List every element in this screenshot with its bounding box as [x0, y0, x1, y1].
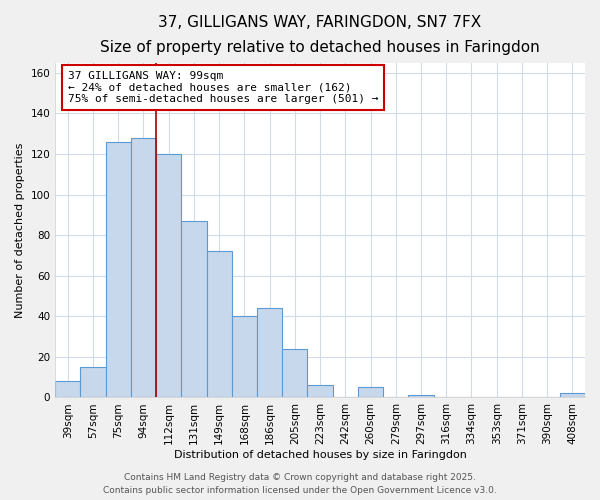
Bar — [106, 142, 131, 398]
Bar — [409, 396, 434, 398]
Y-axis label: Number of detached properties: Number of detached properties — [15, 142, 25, 318]
Bar — [206, 252, 232, 398]
Bar — [80, 367, 106, 398]
Title: 37, GILLIGANS WAY, FARINGDON, SN7 7FX
Size of property relative to detached hous: 37, GILLIGANS WAY, FARINGDON, SN7 7FX Si… — [100, 15, 540, 54]
Bar — [307, 386, 332, 398]
Text: 37 GILLIGANS WAY: 99sqm
← 24% of detached houses are smaller (162)
75% of semi-d: 37 GILLIGANS WAY: 99sqm ← 24% of detache… — [68, 71, 378, 104]
Bar — [358, 388, 383, 398]
Bar — [131, 138, 156, 398]
Bar — [560, 394, 585, 398]
Bar — [55, 381, 80, 398]
Bar — [232, 316, 257, 398]
X-axis label: Distribution of detached houses by size in Faringdon: Distribution of detached houses by size … — [173, 450, 467, 460]
Bar — [181, 221, 206, 398]
Bar — [282, 349, 307, 398]
Text: Contains HM Land Registry data © Crown copyright and database right 2025.
Contai: Contains HM Land Registry data © Crown c… — [103, 474, 497, 495]
Bar — [156, 154, 181, 398]
Bar — [257, 308, 282, 398]
